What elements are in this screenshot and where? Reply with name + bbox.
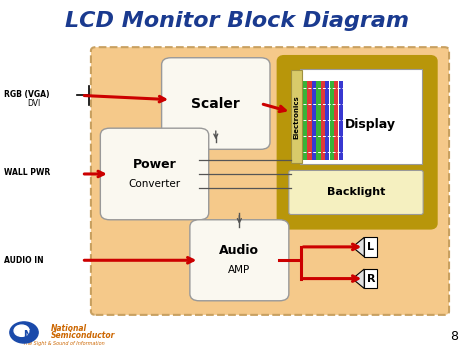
Text: DVI: DVI (27, 99, 41, 108)
Bar (312, 81, 316, 160)
Text: Backlight: Backlight (327, 187, 385, 197)
Text: R: R (366, 274, 375, 284)
Bar (303, 81, 307, 160)
Text: LCD Monitor Block Diagram: LCD Monitor Block Diagram (65, 11, 409, 31)
Text: Converter: Converter (128, 179, 181, 189)
Text: L: L (367, 242, 374, 252)
Bar (330, 81, 334, 160)
FancyBboxPatch shape (100, 128, 209, 220)
FancyBboxPatch shape (289, 170, 423, 214)
Circle shape (14, 325, 29, 336)
FancyBboxPatch shape (162, 58, 270, 149)
Bar (325, 81, 329, 160)
Text: Display: Display (345, 118, 396, 131)
Text: RGB (VGA): RGB (VGA) (4, 90, 49, 99)
Bar (334, 81, 338, 160)
Text: WALL PWR: WALL PWR (4, 168, 50, 177)
Text: Electronics: Electronics (293, 95, 300, 138)
Text: AMP: AMP (228, 265, 250, 275)
FancyBboxPatch shape (91, 47, 449, 315)
Text: Audio: Audio (219, 244, 259, 257)
Bar (316, 81, 320, 160)
Text: Power: Power (133, 158, 176, 171)
Circle shape (10, 322, 38, 343)
FancyBboxPatch shape (300, 69, 422, 164)
Bar (321, 81, 325, 160)
Text: AUDIO IN: AUDIO IN (4, 256, 43, 265)
Polygon shape (353, 269, 364, 289)
Text: N: N (23, 330, 31, 340)
Text: 8: 8 (450, 330, 458, 343)
Bar (364, 237, 377, 257)
FancyBboxPatch shape (190, 220, 289, 301)
Text: National: National (51, 324, 87, 333)
Text: The Sight & Sound of Information: The Sight & Sound of Information (23, 341, 104, 346)
Polygon shape (353, 237, 364, 257)
FancyBboxPatch shape (279, 58, 435, 227)
Bar (338, 81, 343, 160)
Bar (308, 81, 312, 160)
Text: Scaler: Scaler (191, 97, 240, 110)
Bar (364, 269, 377, 289)
Text: Semiconductor: Semiconductor (51, 331, 115, 340)
Bar (291, 70, 301, 163)
